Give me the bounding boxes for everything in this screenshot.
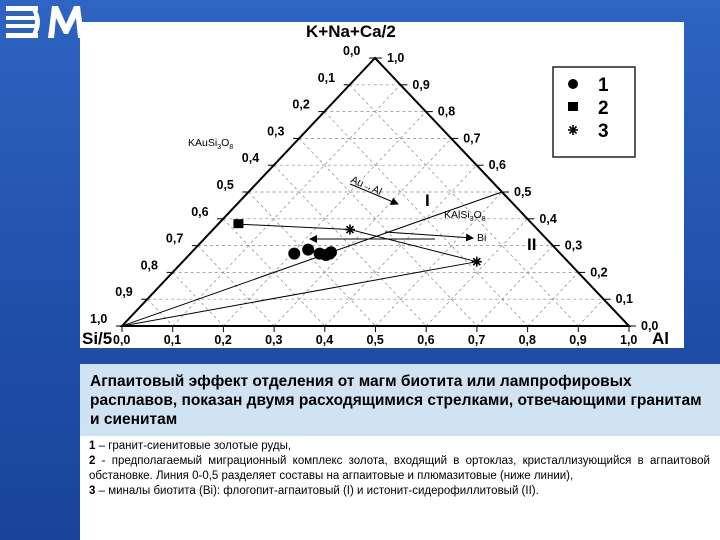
- apex-label-left: Si/5: [82, 329, 112, 348]
- tick-label-right: 0,9: [412, 78, 429, 92]
- legend-symbol-circle: [568, 79, 578, 89]
- data-points: [233, 219, 482, 267]
- legend-symbol-square: [568, 102, 578, 111]
- ternary-diagram-panel: 0,0 1,0 0,0 0,1 0,9 0,1 0,2 0,8 0,2 0,3 0,7 0,3 0,4 0…: [80, 22, 684, 348]
- tick-label-right: 0,2: [590, 265, 607, 279]
- grid-line: [578, 298, 604, 327]
- tick-label-left: 0,2: [292, 98, 309, 112]
- grid-line: [527, 272, 579, 327]
- caption-title: Агпаитовый эффект отделения от магм биот…: [80, 364, 720, 436]
- caption-line-2: 2 - предполагаемый миграционный комплекс…: [89, 454, 710, 484]
- grid-line: [349, 84, 579, 327]
- tick-label-left: 1,0: [90, 312, 107, 326]
- tick-label-right: 0,3: [565, 239, 582, 253]
- au-al-label: Au→Al: [349, 174, 384, 198]
- legend-label-3: 3: [598, 121, 609, 142]
- tick-label-bottom: 0,3: [265, 333, 282, 347]
- grid-line: [223, 111, 427, 327]
- axis-ticks: 0,0 1,0 0,0 0,1 0,9 0,1 0,2 0,8 0,2 0,3 0,7 0,3 0,4 0…: [90, 44, 658, 347]
- roman-label-2: II: [527, 235, 536, 254]
- apex-label-top: K+Na+Ca/2: [306, 22, 396, 41]
- tick-label-right: 0,6: [489, 158, 506, 172]
- tick-label-right: 0,7: [463, 131, 480, 145]
- caption-line-1: 1 – гранит-сиенитовые золотые руды,: [89, 439, 710, 454]
- tick-label-left: 0,7: [166, 232, 183, 246]
- asterisk-stroke: [472, 257, 481, 266]
- tick-label-left: 0,6: [191, 205, 208, 219]
- grid-line: [298, 138, 478, 327]
- tick-label-bottom: 0,7: [468, 333, 485, 347]
- caption-text-3: – миналы биотита (Bi): флогопит-агпаитов…: [95, 485, 539, 497]
- roman-label-1: I: [425, 191, 430, 210]
- legend-label-2: 2: [598, 98, 609, 119]
- caption-text-1: – гранит-сиенитовые золотые руды,: [95, 440, 292, 452]
- kausi-kalsi-line: [238, 223, 350, 231]
- tick-label-left: 0,0: [343, 44, 360, 58]
- asterisk-stroke: [345, 225, 355, 234]
- tick-label-right: 0,8: [438, 105, 455, 119]
- kalsi-label: KAlSi3O8: [444, 209, 486, 223]
- grid-line: [425, 218, 528, 327]
- data-point-circle: [288, 247, 301, 260]
- caption-number-1: 1: [89, 440, 96, 452]
- grid-line: [324, 111, 528, 327]
- tick-label-right: 0,1: [616, 292, 633, 306]
- ternary-grid: [147, 84, 604, 327]
- tick-label-bottom: 0,8: [519, 333, 536, 347]
- bi-label: Bi: [477, 232, 486, 244]
- legend-box: [552, 66, 636, 158]
- data-point-asterisk: [344, 224, 355, 235]
- tick-label-right: 0,4: [539, 212, 556, 226]
- tick-label-left: 0,9: [115, 285, 132, 299]
- ternary-diagram: 0,0 1,0 0,0 0,1 0,9 0,1 0,2 0,8 0,2 0,3 0,7 0,3 0,4 0…: [82, 22, 669, 348]
- grid-line: [375, 191, 503, 327]
- grid-line: [324, 164, 477, 327]
- tick-label-left: 0,8: [141, 258, 158, 272]
- caption-number-3: 3: [89, 485, 96, 497]
- tick-label-right: 0,0: [641, 319, 658, 333]
- tick-label-bottom: 0,5: [367, 333, 384, 347]
- tick-label-left: 0,3: [267, 124, 284, 138]
- legend-symbol-asterisk: [568, 125, 578, 135]
- tick-label-bottom: 0,0: [113, 333, 130, 347]
- tick-label-left: 0,5: [217, 178, 234, 192]
- tick-label-right: 1,0: [387, 51, 404, 65]
- logo: [6, 6, 84, 38]
- data-point-circle: [325, 246, 337, 259]
- separation-line: [121, 191, 503, 327]
- caption-details: 1 – гранит-сиенитовые золотые руды, 2 - …: [80, 436, 720, 540]
- grid-line: [476, 245, 554, 327]
- grid-line: [273, 138, 452, 327]
- caption-text-2: - предполагаемый миграционный комплекс з…: [89, 455, 710, 482]
- caption-line-3: 3 – миналы биотита (Bi): флогопит-агпаит…: [89, 484, 710, 499]
- tick-label-bottom: 0,6: [417, 333, 434, 347]
- legend-label-1: 1: [598, 75, 609, 96]
- kausi-label: KAuSi3O8: [188, 137, 233, 151]
- caption-number-2: 2: [89, 455, 96, 467]
- tick-label-left: 0,4: [242, 151, 259, 165]
- apex-label-right: Al: [652, 329, 669, 348]
- legend: 1 2 3: [552, 66, 636, 158]
- tick-label-bottom: 0,9: [569, 333, 586, 347]
- guide-lines: [121, 183, 503, 327]
- tick-label-bottom: 0,1: [164, 333, 181, 347]
- granite-arrow: [384, 231, 474, 242]
- bi2-line: [121, 261, 477, 327]
- tick-label-bottom: 0,2: [214, 333, 231, 347]
- data-point-circle: [302, 243, 315, 256]
- data-point-square: [233, 219, 244, 229]
- tick-label-bottom: 0,4: [316, 333, 333, 347]
- bi-line: [349, 229, 477, 263]
- tick-label-right: 0,5: [514, 185, 531, 199]
- grid-line: [172, 84, 401, 327]
- au-al-arrow: [349, 183, 399, 205]
- tick-label-left: 0,1: [318, 71, 335, 85]
- tick-label-bottom: 1,0: [620, 333, 637, 347]
- data-point-asterisk: [471, 256, 482, 267]
